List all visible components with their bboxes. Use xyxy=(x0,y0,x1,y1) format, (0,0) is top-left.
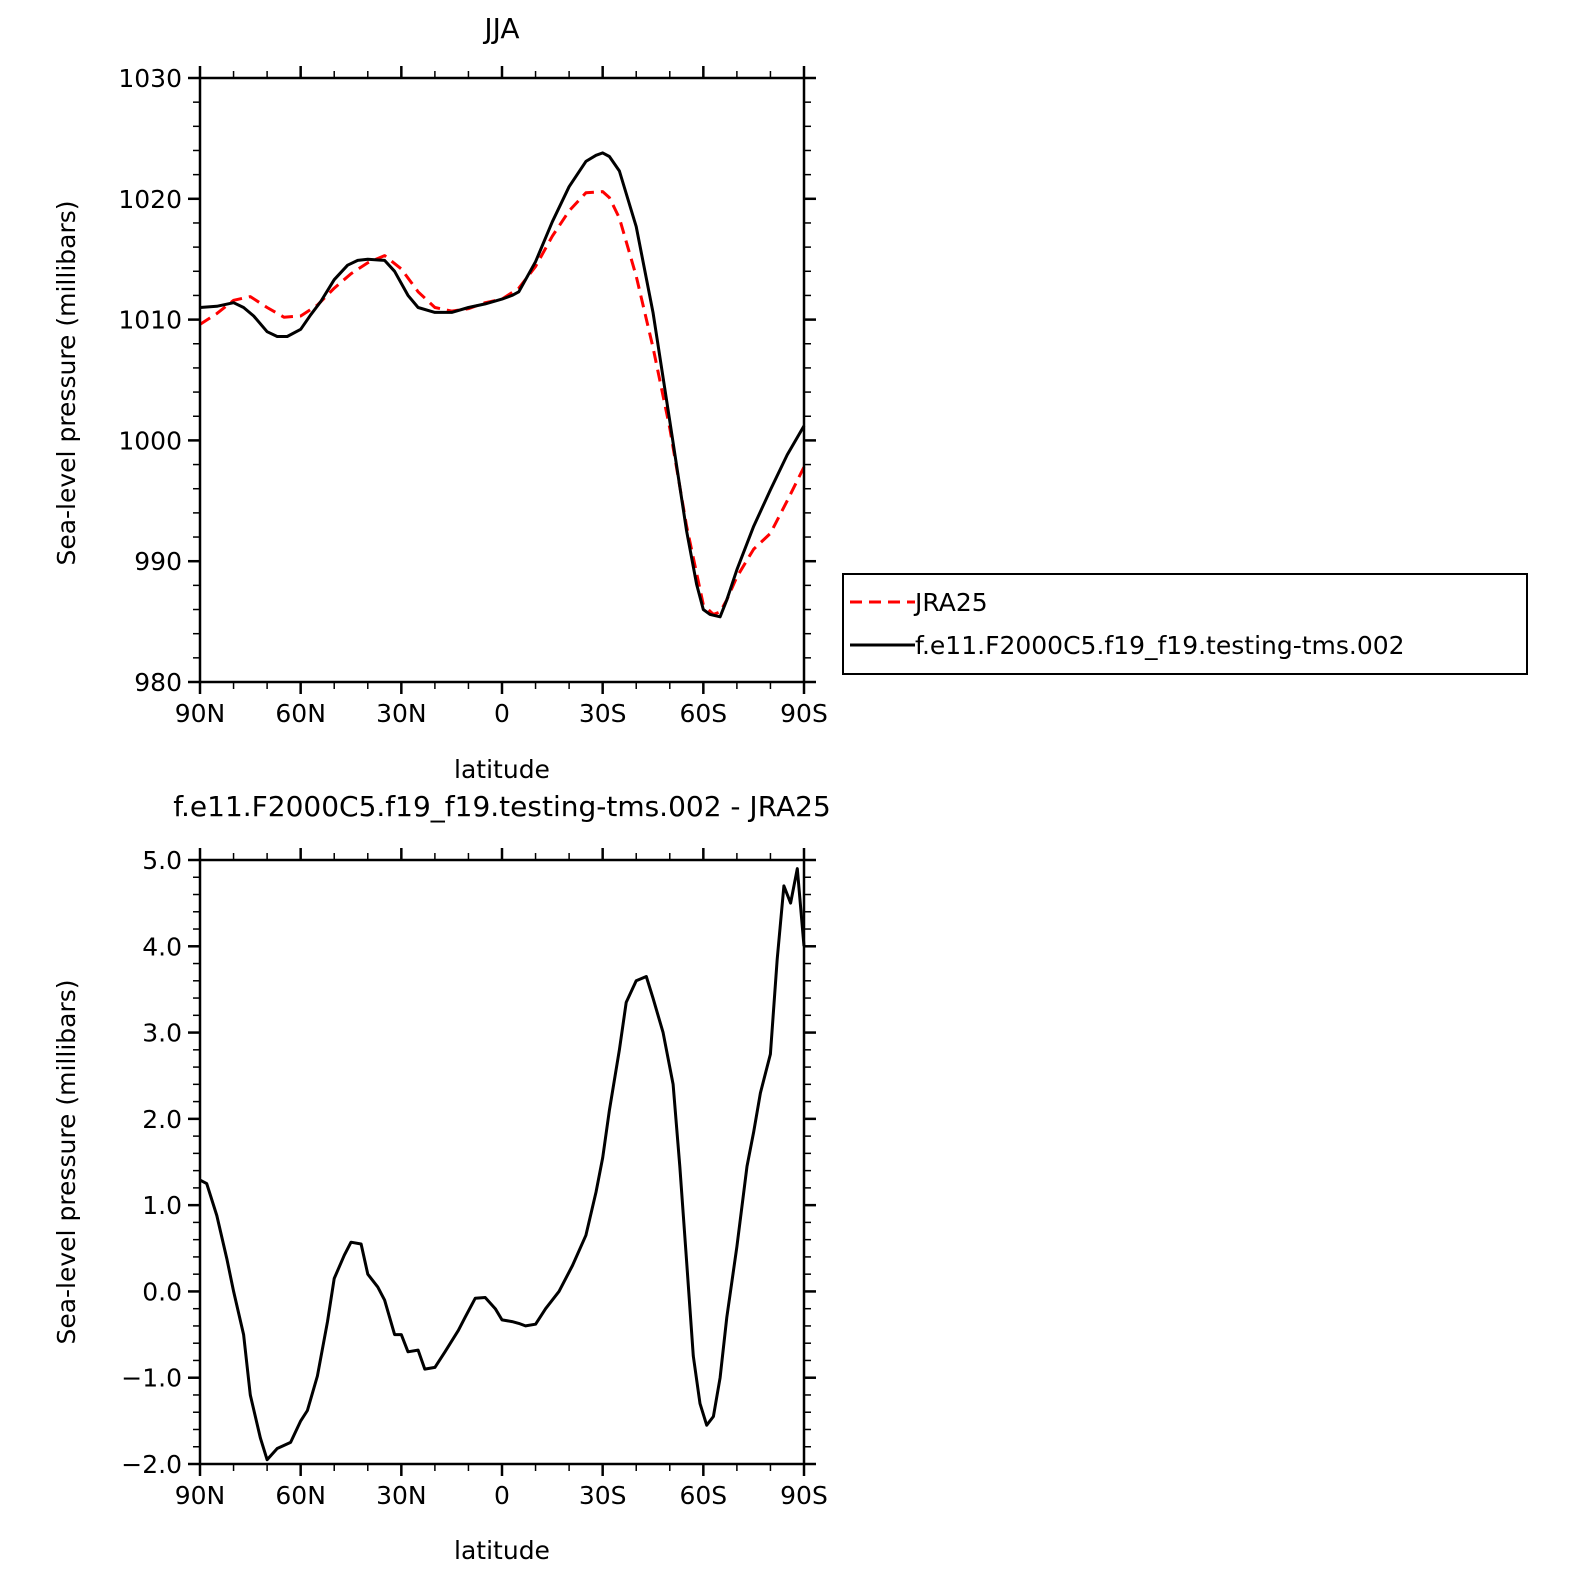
bottom-xtick-label: 0 xyxy=(494,1481,510,1510)
bottom-panel: f.e11.F2000C5.f19_f19.testing-tms.002 - … xyxy=(52,790,831,1565)
bottom-axis-ticks: −2.0 −1.0 0.0 1.0 2.0 3.0 4.0 5.0 90N 60N 30N 0 30S 6… xyxy=(121,846,828,1510)
bottom-ytick-label: 4.0 xyxy=(142,932,182,961)
top-panel: JJA Sea-level pressure (millibars) latit… xyxy=(52,12,828,784)
bottom-y-axis-label: Sea-level pressure (millibars) xyxy=(52,979,81,1344)
bottom-ytick-label: 1.0 xyxy=(142,1191,182,1220)
top-chart-title: JJA xyxy=(482,12,519,45)
top-ytick-label: 980 xyxy=(134,668,182,697)
bottom-x-axis-label: latitude xyxy=(454,1536,550,1565)
bottom-ytick-label: 2.0 xyxy=(142,1105,182,1134)
bottom-xtick-label: 60N xyxy=(275,1481,326,1510)
top-plot-frame xyxy=(198,76,806,684)
bottom-xtick-label: 30N xyxy=(376,1481,427,1510)
top-ytick-label: 990 xyxy=(134,547,182,576)
top-xtick-label: 0 xyxy=(494,699,510,728)
top-xtick-label: 90N xyxy=(175,699,226,728)
top-xtick-label: 30S xyxy=(579,699,627,728)
bottom-ytick-label: 3.0 xyxy=(142,1019,182,1048)
top-series-line-0 xyxy=(199,190,806,616)
bottom-xtick-label: 90N xyxy=(175,1481,226,1510)
top-ytick-label: 1020 xyxy=(118,185,182,214)
top-xtick-label: 60S xyxy=(679,699,727,728)
top-series-group xyxy=(199,151,806,619)
top-xtick-label: 30N xyxy=(376,699,427,728)
legend-box xyxy=(842,573,1528,675)
bottom-xtick-label: 90S xyxy=(780,1481,828,1510)
bottom-ytick-label: 5.0 xyxy=(142,846,182,875)
bottom-ytick-label: 0.0 xyxy=(142,1277,182,1306)
bottom-ytick-label: −2.0 xyxy=(121,1450,182,1479)
legend-label-model: f.e11.F2000C5.f19_f19.testing-tms.002 xyxy=(915,631,1405,660)
top-series-line-1 xyxy=(199,151,806,619)
top-ytick-label: 1000 xyxy=(118,426,182,455)
legend-label-jra25: JRA25 xyxy=(913,588,988,617)
top-ytick-label: 1030 xyxy=(118,64,182,93)
bottom-series-group xyxy=(199,867,806,1462)
top-x-axis-label: latitude xyxy=(454,755,550,784)
top-xtick-label: 90S xyxy=(780,699,828,728)
top-xtick-label: 60N xyxy=(275,699,326,728)
top-y-axis-label: Sea-level pressure (millibars) xyxy=(52,200,81,565)
bottom-xtick-label: 60S xyxy=(679,1481,727,1510)
top-axis-ticks: 980 990 1000 1010 1020 1030 90N 60N 30N 0 30S 60S 90… xyxy=(118,64,827,728)
bottom-plot-frame xyxy=(198,858,806,1466)
bottom-ytick-label: −1.0 xyxy=(121,1364,182,1393)
bottom-xtick-label: 30S xyxy=(579,1481,627,1510)
top-ytick-label: 1010 xyxy=(118,306,182,335)
bottom-series-line-0 xyxy=(199,867,806,1462)
legend: JRA25 f.e11.F2000C5.f19_f19.testing-tms.… xyxy=(842,573,1528,675)
bottom-chart-title: f.e11.F2000C5.f19_f19.testing-tms.002 - … xyxy=(173,790,831,823)
